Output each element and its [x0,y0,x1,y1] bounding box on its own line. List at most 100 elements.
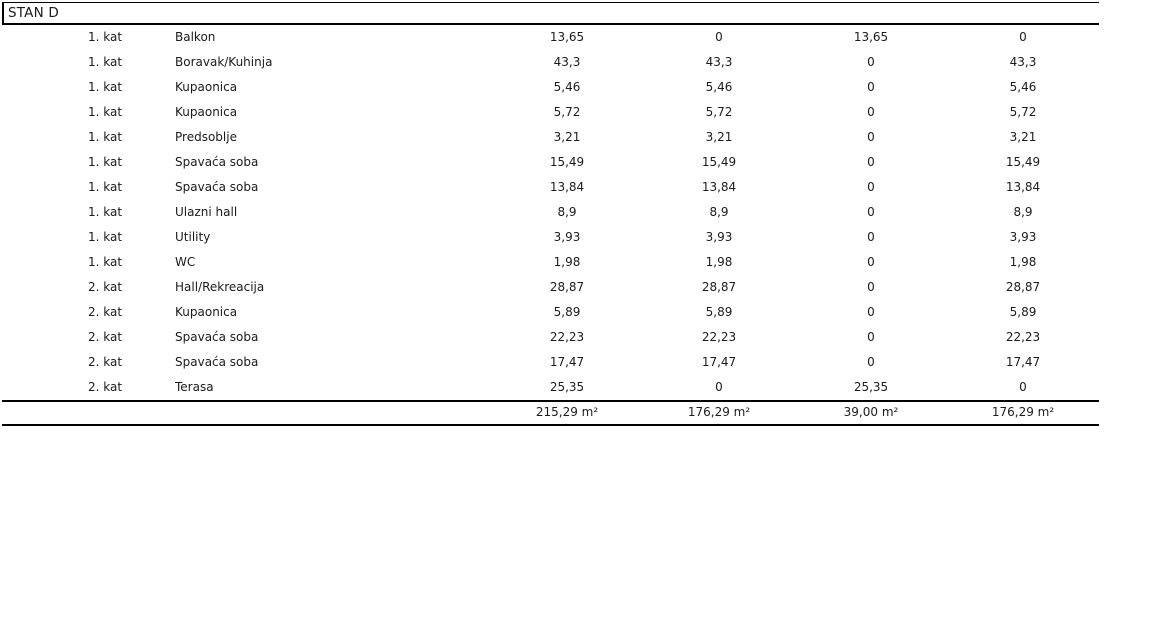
value-cell-4: 0 [1019,30,1027,44]
value-cell-1: 25,35 [549,380,585,394]
value-cell-4: 43,3 [1009,55,1037,69]
value-cell-2: 1,98 [705,255,733,269]
value-cell-4: 15,49 [1005,155,1041,169]
total-cell-4: 176,29 m² [991,405,1055,419]
room-cell: Hall/Rekreacija [175,280,265,294]
total-cell-1: 215,29 m² [535,405,599,419]
table-row: 1. kat Predsoblje 3,21 3,21 0 3,21 [2,125,1099,150]
value-cell-1: 3,93 [553,230,581,244]
room-cell: WC [175,255,196,269]
floor-cell: 1. kat [88,30,123,44]
value-cell-1: 3,21 [553,130,581,144]
value-cell-3: 0 [867,305,875,319]
room-cell: Kupaonica [175,80,238,94]
table-body: 1. kat Balkon 13,65 0 13,65 0 1. kat Bor… [2,25,1099,400]
value-cell-1: 13,65 [549,30,585,44]
floor-cell: 2. kat [88,305,123,319]
area-report-sheet: STAN D 1. kat Balkon 13,65 0 13,65 0 1. … [2,0,1099,430]
value-cell-3: 0 [867,155,875,169]
value-cell-1: 15,49 [549,155,585,169]
value-cell-1: 5,46 [553,80,581,94]
table-row: 2. kat Spavaća soba 17,47 17,47 0 17,47 [2,350,1099,375]
room-cell: Spavaća soba [175,330,259,344]
value-cell-4: 28,87 [1005,280,1041,294]
room-cell: Spavaća soba [175,355,259,369]
value-cell-2: 15,49 [701,155,737,169]
floor-cell: 1. kat [88,105,123,119]
value-cell-1: 1,98 [553,255,581,269]
value-cell-1: 17,47 [549,355,585,369]
floor-cell: 1. kat [88,230,123,244]
value-cell-4: 17,47 [1005,355,1041,369]
room-cell: Balkon [175,30,216,44]
table-row: 2. kat Kupaonica 5,89 5,89 0 5,89 [2,300,1099,325]
value-cell-3: 0 [867,105,875,119]
value-cell-2: 5,46 [705,80,733,94]
value-cell-1: 22,23 [549,330,585,344]
page-title: STAN D [8,5,59,21]
table-row: 2. kat Terasa 25,35 0 25,35 0 [2,375,1099,400]
table-row: 2. kat Spavaća soba 22,23 22,23 0 22,23 [2,325,1099,350]
table-row: 1. kat Boravak/Kuhinja 43,3 43,3 0 43,3 [2,50,1099,75]
totals-row: 215,29 m² 176,29 m² 39,00 m² 176,29 m² [2,402,1099,424]
value-cell-1: 5,72 [553,105,581,119]
header-bottom-rule [2,23,1099,25]
room-cell: Kupaonica [175,305,238,319]
value-cell-1: 13,84 [549,180,585,194]
value-cell-3: 0 [867,255,875,269]
value-cell-1: 43,3 [553,55,581,69]
table-row: 1. kat WC 1,98 1,98 0 1,98 [2,250,1099,275]
room-cell: Terasa [175,380,214,394]
floor-cell: 1. kat [88,180,123,194]
value-cell-3: 0 [867,55,875,69]
value-cell-2: 43,3 [705,55,733,69]
total-cell-2: 176,29 m² [687,405,751,419]
value-cell-4: 5,46 [1009,80,1037,94]
top-rule [2,2,1099,3]
header-left-border [2,2,4,25]
value-cell-1: 8,9 [557,205,577,219]
value-cell-2: 22,23 [701,330,737,344]
value-cell-2: 0 [715,380,723,394]
floor-cell: 2. kat [88,380,123,394]
value-cell-3: 0 [867,80,875,94]
floor-cell: 1. kat [88,205,123,219]
table-row: 1. kat Balkon 13,65 0 13,65 0 [2,25,1099,50]
value-cell-3: 0 [867,230,875,244]
value-cell-3: 13,65 [853,30,889,44]
value-cell-4: 5,89 [1009,305,1037,319]
totals-top-rule [2,400,1099,402]
value-cell-2: 17,47 [701,355,737,369]
value-cell-1: 5,89 [553,305,581,319]
value-cell-2: 13,84 [701,180,737,194]
table-row: 1. kat Kupaonica 5,72 5,72 0 5,72 [2,100,1099,125]
value-cell-4: 22,23 [1005,330,1041,344]
value-cell-1: 28,87 [549,280,585,294]
value-cell-3: 0 [867,355,875,369]
value-cell-2: 8,9 [709,205,729,219]
floor-cell: 1. kat [88,55,123,69]
value-cell-2: 3,93 [705,230,733,244]
room-cell: Spavaća soba [175,155,259,169]
value-cell-3: 25,35 [853,380,889,394]
floor-cell: 2. kat [88,280,123,294]
room-cell: Ulazni hall [175,205,238,219]
value-cell-4: 0 [1019,380,1027,394]
value-cell-3: 0 [867,180,875,194]
floor-cell: 1. kat [88,130,123,144]
room-cell: Utility [175,230,211,244]
totals-floor-spacer [2,402,175,424]
table-row: 1. kat Ulazni hall 8,9 8,9 0 8,9 [2,200,1099,225]
table-row: 1. kat Spavaća soba 15,49 15,49 0 15,49 [2,150,1099,175]
value-cell-4: 8,9 [1013,205,1033,219]
room-cell: Kupaonica [175,105,238,119]
bottom-rule [2,424,1099,426]
value-cell-4: 1,98 [1009,255,1037,269]
floor-cell: 2. kat [88,330,123,344]
value-cell-4: 3,21 [1009,130,1037,144]
value-cell-2: 28,87 [701,280,737,294]
total-cell-3: 39,00 m² [843,405,899,419]
table-row: 1. kat Spavaća soba 13,84 13,84 0 13,84 [2,175,1099,200]
totals-room-spacer [175,402,491,424]
value-cell-2: 3,21 [705,130,733,144]
